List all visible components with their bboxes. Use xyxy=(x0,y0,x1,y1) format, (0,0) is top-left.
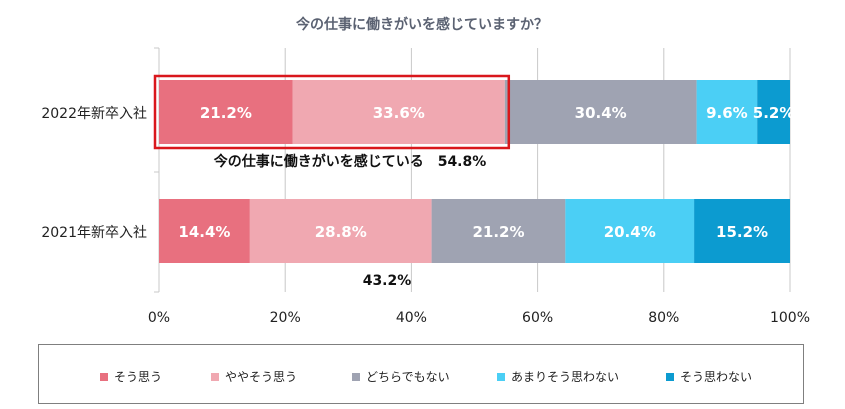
legend-label: どちらでもない xyxy=(366,370,450,384)
bar-data-label: 30.4% xyxy=(575,104,627,122)
x-tick-label: 40% xyxy=(396,310,427,326)
legend-item: そう思う xyxy=(100,368,162,385)
category-label: 2021年新卒入社 xyxy=(41,225,147,241)
bar-data-label: 15.2% xyxy=(716,223,768,241)
legend-item: そう思わない xyxy=(666,368,752,385)
chart-title: 今の仕事に働きがいを感じていますか？ xyxy=(295,16,548,33)
x-tick-label: 100% xyxy=(770,310,810,326)
legend-swatch xyxy=(100,372,108,381)
bar-data-label: 9.6% xyxy=(706,104,748,122)
bar-data-label: 28.8% xyxy=(315,223,367,241)
legend-swatch xyxy=(666,372,674,381)
bar-segment xyxy=(292,80,505,144)
legend-swatch xyxy=(211,372,219,381)
x-tick-label: 20% xyxy=(270,310,301,326)
highlight-box xyxy=(153,74,511,150)
x-tick-label: 80% xyxy=(648,310,679,326)
stacked-bar-chart: 今の仕事に働きがいを感じていますか？ 21.2% 33.6% 30.4% 9.6% 5.2… xyxy=(41,16,810,326)
bar-segment xyxy=(249,199,432,263)
legend-swatch xyxy=(497,372,505,381)
bar-segment xyxy=(696,80,758,144)
x-tick-label: 60% xyxy=(522,310,553,326)
annotation-label: 今の仕事に働きがいを感じている 54.8% xyxy=(213,153,487,170)
legend-label: あまりそう思わない xyxy=(511,370,620,384)
bar-data-label: 14.4% xyxy=(178,223,230,241)
legend-swatch xyxy=(352,372,360,381)
bar-data-label: 33.6% xyxy=(373,104,425,122)
bar-segment xyxy=(694,199,790,263)
bar-data-label: 5.2% xyxy=(753,104,795,122)
category-label: 2022年新卒入社 xyxy=(41,106,147,122)
legend-item: どちらでもない xyxy=(352,368,450,385)
legend-label: そう思わない xyxy=(680,370,753,384)
bar-segment xyxy=(159,199,250,263)
legend-item: ややそう思う xyxy=(211,368,297,385)
legend-label: そう思う xyxy=(114,370,163,384)
bar-segment xyxy=(504,80,697,144)
bar-segment xyxy=(431,199,566,263)
annotation-label: 43.2% xyxy=(363,273,412,289)
bar-data-label: 21.2% xyxy=(200,104,252,122)
legend: そう思う ややそう思う どちらでもない あまりそう思わない そう思わない xyxy=(38,344,804,404)
bar-segment xyxy=(565,199,695,263)
bar-data-label: 21.2% xyxy=(472,223,524,241)
bar-data-label: 20.4% xyxy=(604,223,656,241)
x-tick-label: 0% xyxy=(148,310,170,326)
legend-item: あまりそう思わない xyxy=(497,368,619,385)
bar-segment xyxy=(757,80,790,144)
legend-label: ややそう思う xyxy=(225,370,298,384)
bar-segment xyxy=(159,80,293,144)
